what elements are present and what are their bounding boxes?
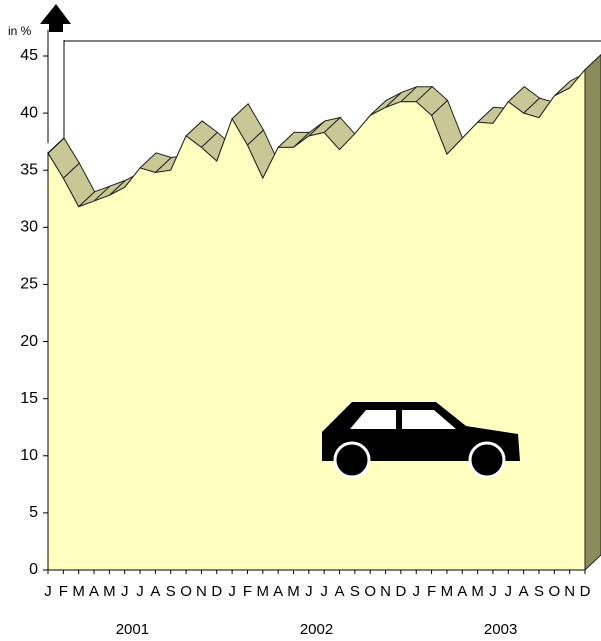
y-tick-label: 5 <box>29 504 38 521</box>
y-axis-label: in % <box>8 24 32 38</box>
x-tick-label: A <box>273 583 283 600</box>
x-tick-label: D <box>580 583 591 600</box>
x-tick-label: D <box>211 583 222 600</box>
y-tick-label: 10 <box>20 447 38 464</box>
y-tick-label: 20 <box>20 333 38 350</box>
x-tick-label: A <box>457 583 467 600</box>
year-label: 2003 <box>484 621 517 638</box>
y-axis-arrow-shaft <box>49 22 63 32</box>
x-tick-label: M <box>471 583 484 600</box>
y-tick-label: 40 <box>20 104 38 121</box>
y-axis-depth <box>47 40 65 154</box>
x-tick-label: A <box>150 583 160 600</box>
y-axis-arrow <box>40 4 71 24</box>
x-tick-label: M <box>257 583 270 600</box>
area <box>47 68 586 571</box>
x-tick-label: J <box>320 583 328 600</box>
x-tick-label: F <box>243 583 252 600</box>
x-tick-label: J <box>505 583 513 600</box>
x-tick-label: O <box>548 583 560 600</box>
y-tick-label: 15 <box>20 390 38 407</box>
x-tick-label: S <box>534 583 544 600</box>
y-tick-label: 0 <box>29 561 38 578</box>
x-tick-label: M <box>287 583 300 600</box>
x-tick-label: F <box>427 583 436 600</box>
x-tick-label: O <box>180 583 192 600</box>
x-tick-label: J <box>136 583 144 600</box>
y-tick-label: 30 <box>20 219 38 236</box>
x-tick-label: N <box>564 583 575 600</box>
x-tick-label: M <box>441 583 454 600</box>
x-tick-label: D <box>395 583 406 600</box>
x-tick-label: S <box>350 583 360 600</box>
y-tick-label: 45 <box>20 47 38 64</box>
x-tick-label: A <box>89 583 99 600</box>
x-tick-label: A <box>335 583 345 600</box>
x-tick-label: M <box>103 583 116 600</box>
x-tick-label: M <box>72 583 85 600</box>
x-tick-label: A <box>519 583 529 600</box>
x-tick-label: J <box>305 583 313 600</box>
x-tick-label: S <box>166 583 176 600</box>
y-tick-label: 25 <box>20 276 38 293</box>
year-label: 2002 <box>300 621 333 638</box>
x-tick-label: J <box>44 583 52 600</box>
x-tick-label: J <box>489 583 497 600</box>
x-tick-label: N <box>380 583 391 600</box>
x-tick-label: J <box>228 583 236 600</box>
area-side-face <box>584 54 601 572</box>
x-tick-label: O <box>364 583 376 600</box>
x-tick-label: J <box>412 583 420 600</box>
y-tick-label: 35 <box>20 161 38 178</box>
x-tick-label: J <box>121 583 129 600</box>
x-tick-label: F <box>59 583 68 600</box>
x-tick-label: N <box>196 583 207 600</box>
year-label: 2001 <box>116 621 149 638</box>
car-icon <box>322 402 520 479</box>
